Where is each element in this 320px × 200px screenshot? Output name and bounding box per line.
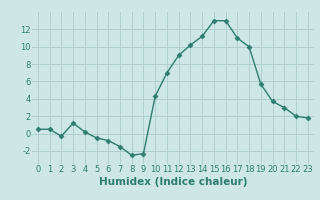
X-axis label: Humidex (Indice chaleur): Humidex (Indice chaleur) <box>99 177 247 187</box>
